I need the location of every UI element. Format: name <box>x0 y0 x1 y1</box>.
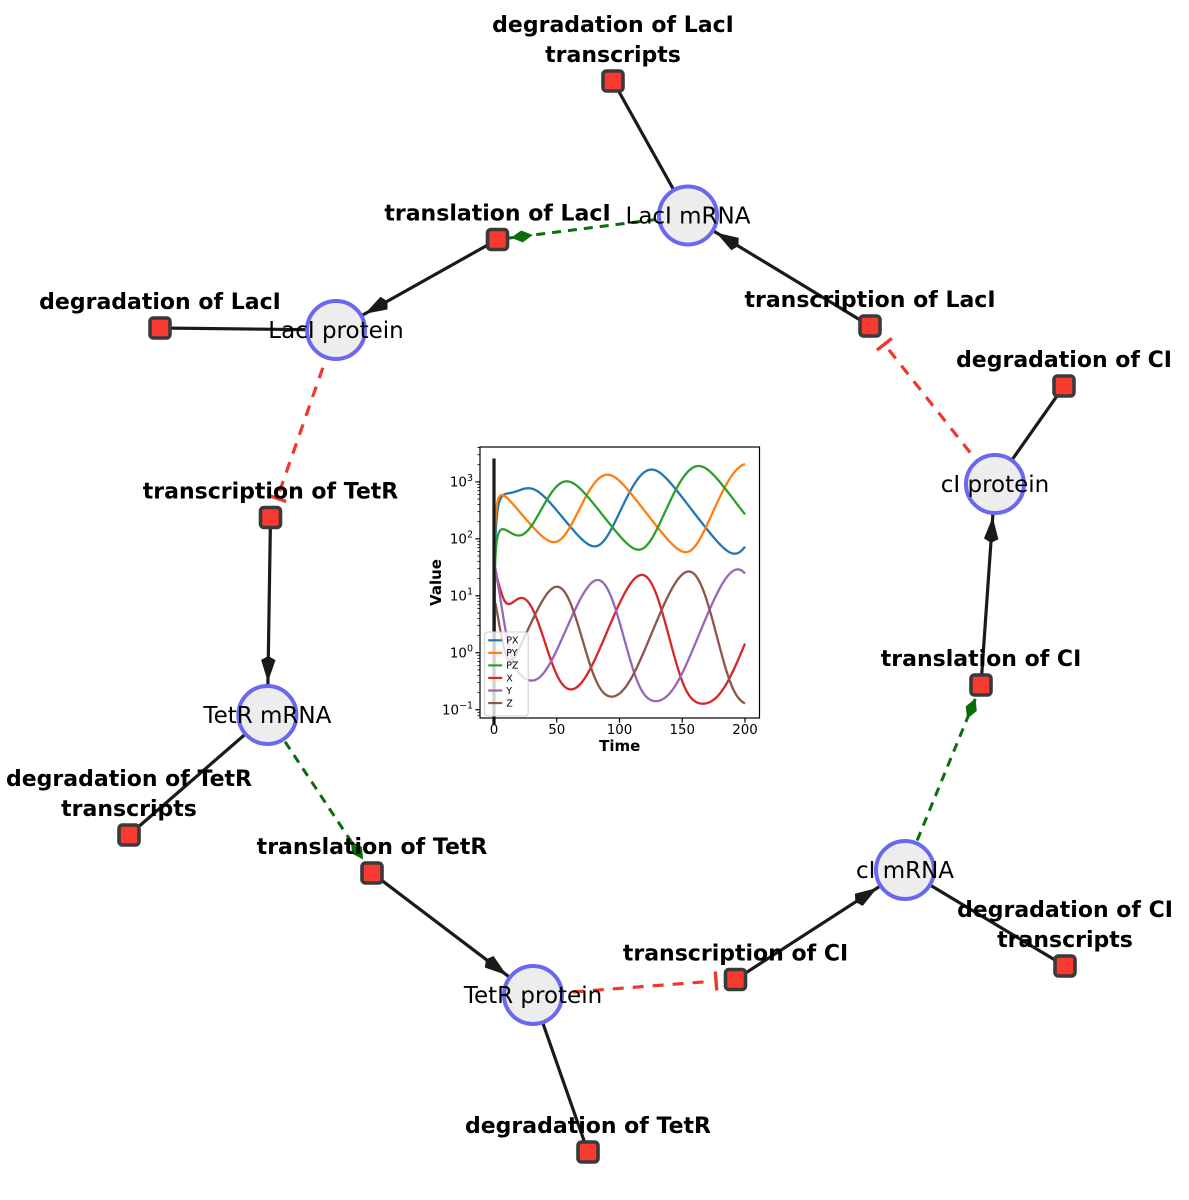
network-labels: degradation of LacI transcripts translatio… <box>6 13 1173 1139</box>
species-label-laci_protein: LacI protein <box>268 318 403 344</box>
reaction-node-deg_laci <box>148 316 172 340</box>
y-tick-label-1e2: 102 <box>450 530 473 548</box>
reaction-label-deg_laci_tx-line0: degradation of LacI <box>492 13 734 38</box>
edge-tetr_mrna-transl_tetr-modifier-arrowhead <box>350 841 364 860</box>
reaction-label-deg_laci_tx-line1: transcripts <box>545 43 681 68</box>
reaction-node-tc_laci <box>858 314 882 338</box>
edge-laci_protein-tc_tetr-inhibition-tee <box>267 493 287 504</box>
x-axis-label: Time <box>599 737 640 755</box>
edge-tc_tetr-tetr_mrna-production <box>265 517 273 716</box>
reaction-node-tc_tetr <box>258 505 283 530</box>
legend-label-py: PY <box>506 648 518 659</box>
reaction-node-deg_ci_tx <box>1053 954 1077 978</box>
species-label-ci_protein: cI protein <box>941 472 1050 498</box>
y-tick-label-1e3: 103 <box>450 473 473 491</box>
series-line-pz <box>493 464 746 718</box>
species-label-tetr_mrna: TetR mRNA <box>202 703 331 729</box>
reaction-node-tc_ci <box>723 967 748 992</box>
legend-label-px: PX <box>506 636 519 647</box>
edge-ci_protein-tc_laci-inhibition-tee <box>875 336 893 352</box>
reaction-label-transl_laci-line0: translation of LacI <box>384 202 610 227</box>
species-node-ci_protein <box>964 453 1026 515</box>
edge-transl_ci-ci_protein-production-arrowhead <box>984 516 999 543</box>
legend-label-x: X <box>506 673 513 684</box>
reaction-label-deg_ci_tx-line1: transcripts <box>997 928 1133 953</box>
edge-tc_tetr-tetr_mrna-production-arrowhead <box>261 656 276 682</box>
legend-label-pz: PZ <box>506 661 519 672</box>
series-line-y <box>492 566 746 703</box>
legend-label-y: Y <box>505 686 512 697</box>
reaction-label-tc_tetr-line0: transcription of TetR <box>143 480 399 505</box>
species-node-laci_protein <box>305 299 367 361</box>
chart-ticks: 0 50 100 150 200 10−1 100 101 102 103 <box>442 447 758 738</box>
edge-ci_mrna-deg_ci_tx-consumption <box>904 868 1066 968</box>
reaction-node-deg_tetr_tx <box>117 823 141 847</box>
reaction-node-transl_laci <box>485 227 510 252</box>
reaction-label-deg_tetr_tx-line1: transcripts <box>61 797 197 822</box>
species-node-tetr_mrna <box>236 684 299 746</box>
species-node-tetr_protein <box>502 964 564 1026</box>
legend-label-z: Z <box>506 698 513 709</box>
series-line-z <box>493 570 746 718</box>
edge-tetr_protein-tc_ci-inhibition-tee <box>713 971 719 991</box>
edge-laci_mrna-transl_laci-modifier-arrowhead <box>511 230 533 243</box>
x-tick-label-200: 200 <box>732 723 758 738</box>
species-label-tetr_protein: TetR protein <box>463 983 602 1009</box>
edge-ci_mrna-transl_ci-modifier-arrowhead <box>965 698 977 719</box>
series-line-x <box>493 573 747 718</box>
species-label-laci_mrna: LacI mRNA <box>626 204 751 230</box>
reaction-label-deg_laci-line0: degradation of LacI <box>39 290 281 315</box>
reaction-node-transl_tetr <box>360 861 384 885</box>
x-tick-label-0: 0 <box>490 723 499 738</box>
series-line-px <box>493 468 746 718</box>
x-tick-label-150: 150 <box>669 723 695 738</box>
reaction-node-deg_tetr <box>576 1140 600 1164</box>
y-tick-label-1e1: 101 <box>450 587 473 605</box>
reaction-label-deg_tetr_tx-line0: degradation of TetR <box>6 767 252 792</box>
chart-series <box>492 462 747 718</box>
y-tick-label-1e0: 100 <box>450 644 473 662</box>
species-node-laci_mrna <box>657 184 719 247</box>
reaction-label-deg_ci_tx-line0: degradation of CI <box>957 898 1173 923</box>
reaction-node-deg_laci_tx <box>601 69 625 93</box>
reaction-label-deg_tetr-line0: degradation of TetR <box>465 1114 711 1139</box>
x-tick-label-100: 100 <box>607 723 633 738</box>
reaction-node-transl_ci <box>969 673 993 697</box>
edge-tc_ci-ci_mrna-production-arrowhead <box>854 887 878 906</box>
edge-transl_laci-laci_protein-production-arrowhead <box>364 296 388 314</box>
y-tick-label-1e-1: 10−1 <box>442 701 473 719</box>
reaction-node-deg_ci <box>1052 374 1076 398</box>
series-line-py <box>493 462 746 718</box>
species-node-ci_mrna <box>874 839 936 901</box>
edge-transl_tetr-tetr_protein-production-arrowhead <box>484 956 507 976</box>
species-label-ci_mrna: cI mRNA <box>856 858 954 884</box>
edge-tc_laci-laci_mrna-production-arrowhead <box>716 232 739 251</box>
reaction-label-transl_tetr-line0: translation of TetR <box>257 835 488 860</box>
reaction-label-deg_ci-line0: degradation of CI <box>956 348 1172 373</box>
x-tick-label-50: 50 <box>548 723 565 738</box>
inset-chart: 0 50 100 150 20010−1100101102103TimeValuePXP… <box>427 446 761 755</box>
y-axis-label: Value <box>427 559 445 606</box>
reaction-label-tc_ci-line0: transcription of CI <box>623 942 848 967</box>
reaction-label-transl_ci-line0: translation of CI <box>881 647 1082 672</box>
reaction-label-tc_laci-line0: transcription of LacI <box>744 288 995 313</box>
network-nodes <box>117 69 1077 1164</box>
